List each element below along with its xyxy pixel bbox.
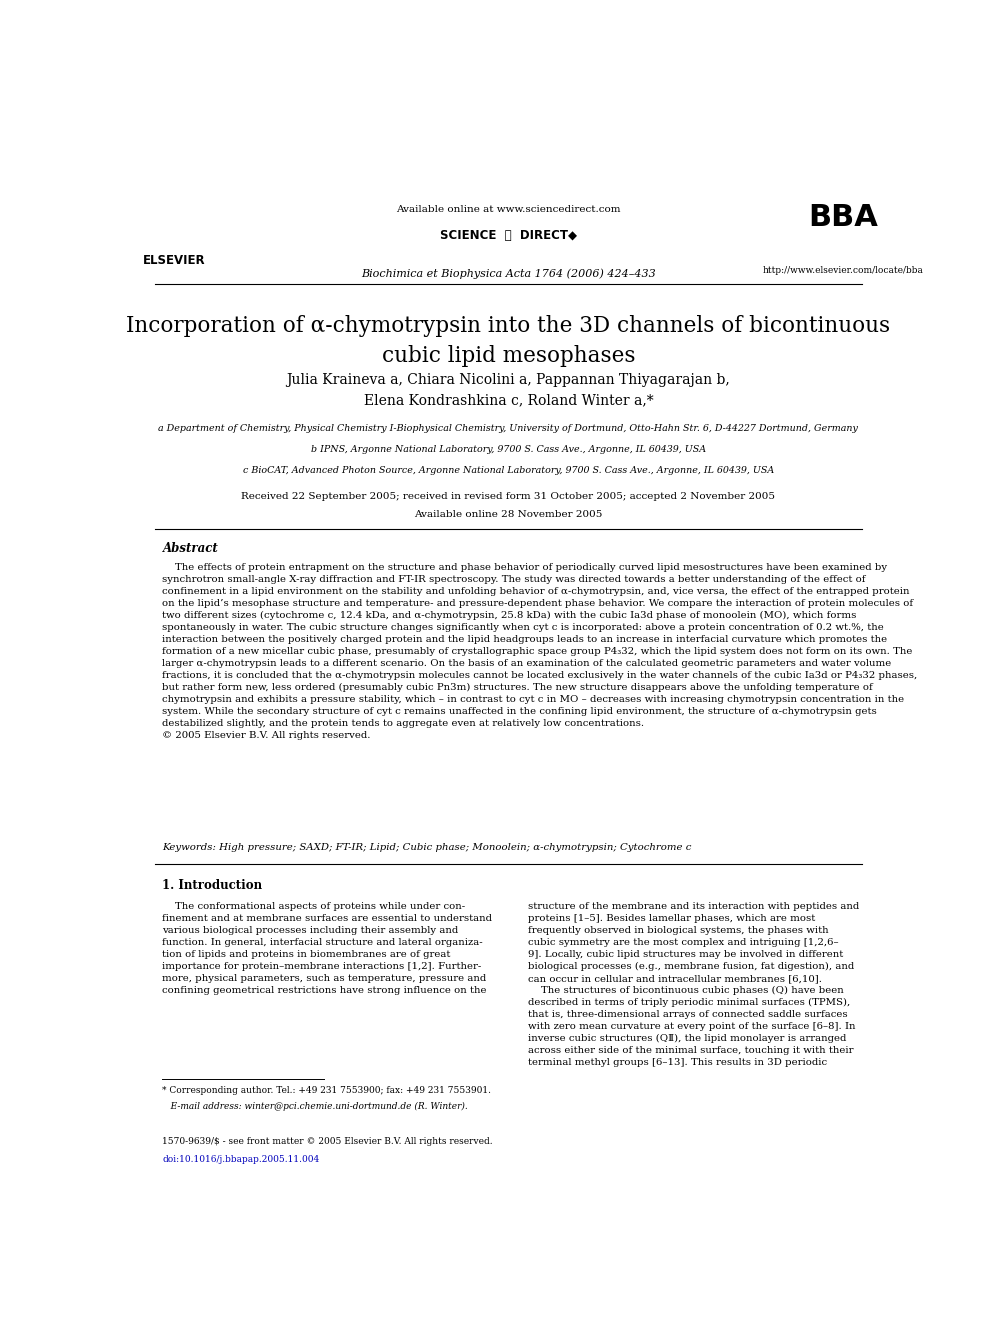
- Text: BBA: BBA: [807, 202, 878, 232]
- Text: http://www.elsevier.com/locate/bba: http://www.elsevier.com/locate/bba: [763, 266, 924, 275]
- Text: The conformational aspects of proteins while under con-
finement and at membrane: The conformational aspects of proteins w…: [163, 902, 492, 995]
- Text: 1. Introduction: 1. Introduction: [163, 878, 263, 892]
- Text: 1570-9639/$ - see front matter © 2005 Elsevier B.V. All rights reserved.: 1570-9639/$ - see front matter © 2005 El…: [163, 1136, 493, 1146]
- Text: Available online 28 November 2005: Available online 28 November 2005: [415, 511, 602, 519]
- Text: E-mail address: winter@pci.chemie.uni-dortmund.de (R. Winter).: E-mail address: winter@pci.chemie.uni-do…: [163, 1102, 468, 1111]
- Text: Incorporation of α-chymotrypsin into the 3D channels of bicontinuous
cubic lipid: Incorporation of α-chymotrypsin into the…: [126, 315, 891, 366]
- Text: doi:10.1016/j.bbapap.2005.11.004: doi:10.1016/j.bbapap.2005.11.004: [163, 1155, 319, 1164]
- Text: Julia Kraineva a, Chiara Nicolini a, Pappannan Thiyagarajan b,
Elena Kondrashkin: Julia Kraineva a, Chiara Nicolini a, Pap…: [287, 373, 730, 407]
- Text: structure of the membrane and its interaction with peptides and
proteins [1–5]. : structure of the membrane and its intera…: [528, 902, 859, 1068]
- Text: Keywords: High pressure; SAXD; FT-IR; Lipid; Cubic phase; Monoolein; α-chymotryp: Keywords: High pressure; SAXD; FT-IR; Li…: [163, 843, 691, 852]
- Text: c BioCAT, Advanced Photon Source, Argonne National Laboratory, 9700 S. Cass Ave.: c BioCAT, Advanced Photon Source, Argonn…: [243, 467, 774, 475]
- Text: * Corresponding author. Tel.: +49 231 7553900; fax: +49 231 7553901.: * Corresponding author. Tel.: +49 231 75…: [163, 1086, 491, 1095]
- Text: SCIENCE  ⓓ  DIRECT◆: SCIENCE ⓓ DIRECT◆: [439, 229, 577, 242]
- Text: The effects of protein entrapment on the structure and phase behavior of periodi: The effects of protein entrapment on the…: [163, 564, 918, 740]
- Text: Biochimica et Biophysica Acta 1764 (2006) 424–433: Biochimica et Biophysica Acta 1764 (2006…: [361, 269, 656, 279]
- Text: a Department of Chemistry, Physical Chemistry I-Biophysical Chemistry, Universit: a Department of Chemistry, Physical Chem…: [159, 423, 858, 433]
- Text: Received 22 September 2005; received in revised form 31 October 2005; accepted 2: Received 22 September 2005; received in …: [241, 492, 776, 501]
- Text: Available online at www.sciencedirect.com: Available online at www.sciencedirect.co…: [396, 205, 621, 213]
- Text: ELSEVIER: ELSEVIER: [143, 254, 206, 266]
- Text: b IPNS, Argonne National Laboratory, 9700 S. Cass Ave., Argonne, IL 60439, USA: b IPNS, Argonne National Laboratory, 970…: [310, 445, 706, 454]
- Text: Abstract: Abstract: [163, 542, 218, 554]
